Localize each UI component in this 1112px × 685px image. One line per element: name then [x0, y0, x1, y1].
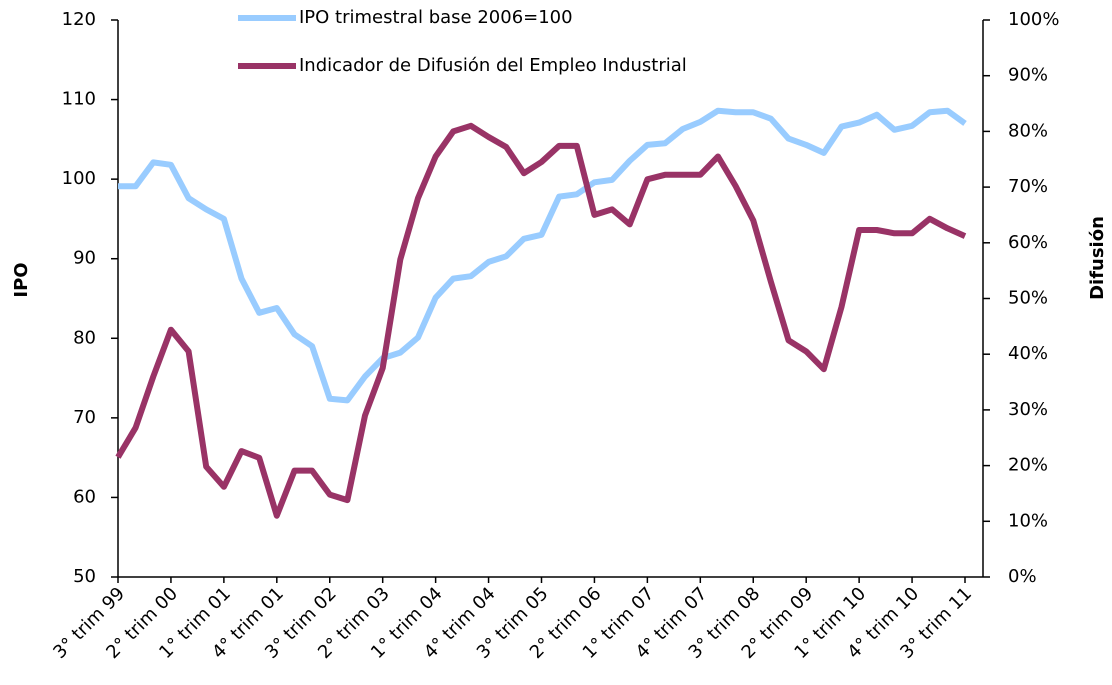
y2-tick-label: 30% — [1008, 399, 1048, 420]
y2-tick-label: 60% — [1008, 232, 1048, 253]
y2-tick-label: 20% — [1008, 455, 1048, 476]
y-tick-label: 100 — [62, 168, 96, 189]
y2-tick-label: 90% — [1008, 65, 1048, 86]
y-tick-label: 120 — [62, 9, 96, 30]
y2-tick-label: 10% — [1008, 510, 1048, 531]
series-line — [115, 122, 967, 519]
y2-tick-label: 80% — [1008, 120, 1048, 141]
legend-label: Indicador de Difusión del Empleo Industr… — [299, 55, 687, 76]
y2-tick-label: 0% — [1008, 566, 1037, 587]
y2-tick-label: 70% — [1008, 176, 1048, 197]
series-line — [118, 107, 967, 404]
legend-label: IPO trimestral base 2006=100 — [299, 7, 573, 28]
y-tick-label: 80 — [73, 327, 96, 348]
y-axis-title: IPO — [11, 262, 32, 297]
y2-tick-label: 50% — [1008, 288, 1048, 309]
y-tick-label: 90 — [73, 248, 96, 269]
y2-axis-title: Difusión — [1087, 216, 1108, 300]
y-tick-label: 110 — [62, 89, 96, 110]
y2-tick-label: 40% — [1008, 343, 1048, 364]
y-tick-label: 70 — [73, 407, 96, 428]
y2-tick-label: 100% — [1008, 9, 1059, 30]
y-tick-label: 60 — [73, 486, 96, 507]
y-tick-label: 50 — [73, 566, 96, 587]
